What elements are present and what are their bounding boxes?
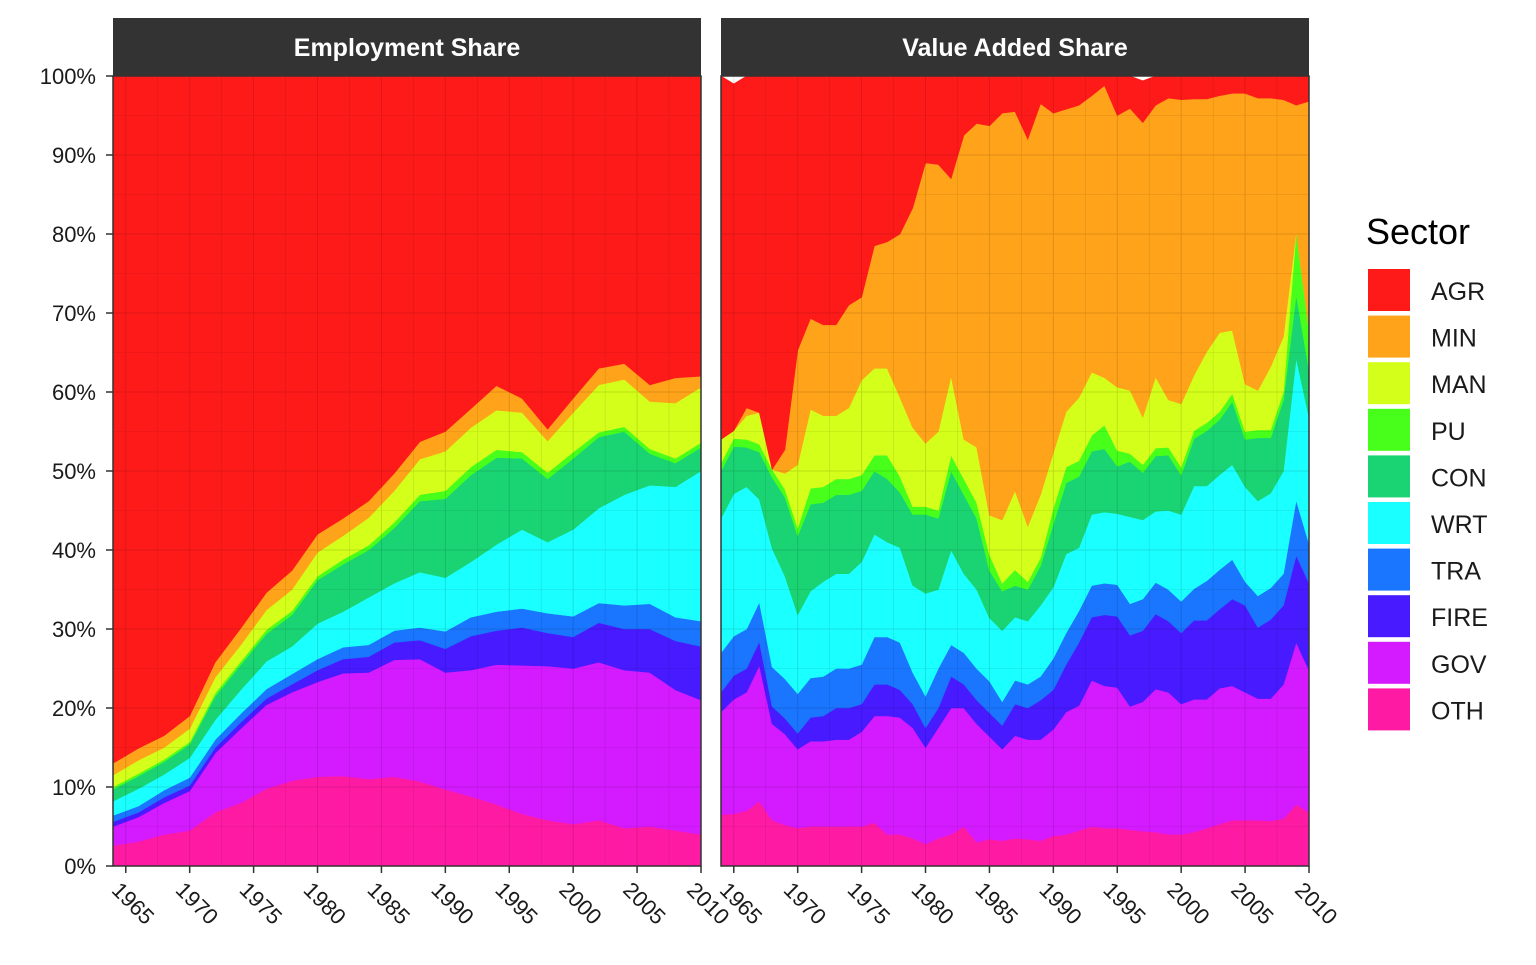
y-tick-label-90: 90% (52, 143, 96, 168)
facet-strip (721, 18, 1309, 76)
legend-swatch (1368, 315, 1410, 358)
legend-item-pu: PU (1368, 408, 1466, 451)
y-tick-label-50: 50% (52, 459, 96, 484)
legend-title: Sector (1366, 211, 1470, 252)
legend-item-con: CON (1368, 455, 1487, 498)
y-tick-label-30: 30% (52, 617, 96, 642)
y-tick-label-40: 40% (52, 538, 96, 563)
legend-label: OTH (1431, 697, 1484, 725)
legend-label: MAN (1431, 371, 1487, 399)
legend-label: PU (1431, 418, 1466, 446)
legend-item-fire: FIRE (1368, 595, 1488, 638)
legend-label: GOV (1431, 651, 1487, 679)
y-tick-label-10: 10% (52, 775, 96, 800)
y-tick-label-80: 80% (52, 222, 96, 247)
legend-item-tra: TRA (1368, 548, 1481, 591)
legend-item-min: MIN (1368, 315, 1477, 358)
grid-lines (113, 75, 702, 867)
legend: Sector AGR MIN MAN PU CON WRT TRA FIRE GOV OTH (1366, 211, 1488, 731)
y-axis: 0% 10% 20% 30% 40% 50% 60% 70% 80% 90% 100% (40, 64, 113, 879)
grid-lines (721, 75, 1310, 867)
facet-strip (113, 18, 701, 76)
legend-swatch (1368, 362, 1410, 405)
legend-swatch (1368, 269, 1410, 311)
legend-label: TRA (1431, 558, 1481, 586)
legend-label: CON (1431, 464, 1487, 492)
y-tick-label-70: 70% (52, 301, 96, 326)
legend-item-agr: AGR (1368, 269, 1485, 311)
y-tick-label-20: 20% (52, 696, 96, 721)
y-tick-label-100: 100% (40, 64, 96, 89)
legend-label: FIRE (1431, 604, 1488, 632)
facet-title: Value Added Share (902, 34, 1128, 62)
legend-item-wrt: WRT (1368, 502, 1487, 544)
legend-item-gov: GOV (1368, 641, 1487, 684)
legend-label: MIN (1431, 325, 1477, 353)
legend-swatch (1368, 455, 1410, 498)
legend-swatch (1368, 595, 1410, 638)
y-tick-label-0: 0% (64, 854, 96, 879)
area-layers (112, 75, 702, 867)
y-tick-label-60: 60% (52, 380, 96, 405)
legend-label: AGR (1431, 278, 1485, 306)
legend-swatch (1368, 548, 1410, 591)
area-layers (720, 67, 1310, 867)
legend-label: WRT (1431, 511, 1487, 539)
legend-item-man: MAN (1368, 362, 1487, 405)
facet-title: Employment Share (294, 34, 521, 62)
legend-swatch (1368, 641, 1410, 684)
legend-item-oth: OTH (1368, 688, 1484, 731)
legend-swatch (1368, 688, 1410, 731)
legend-swatch (1368, 408, 1410, 451)
legend-swatch (1368, 502, 1410, 544)
